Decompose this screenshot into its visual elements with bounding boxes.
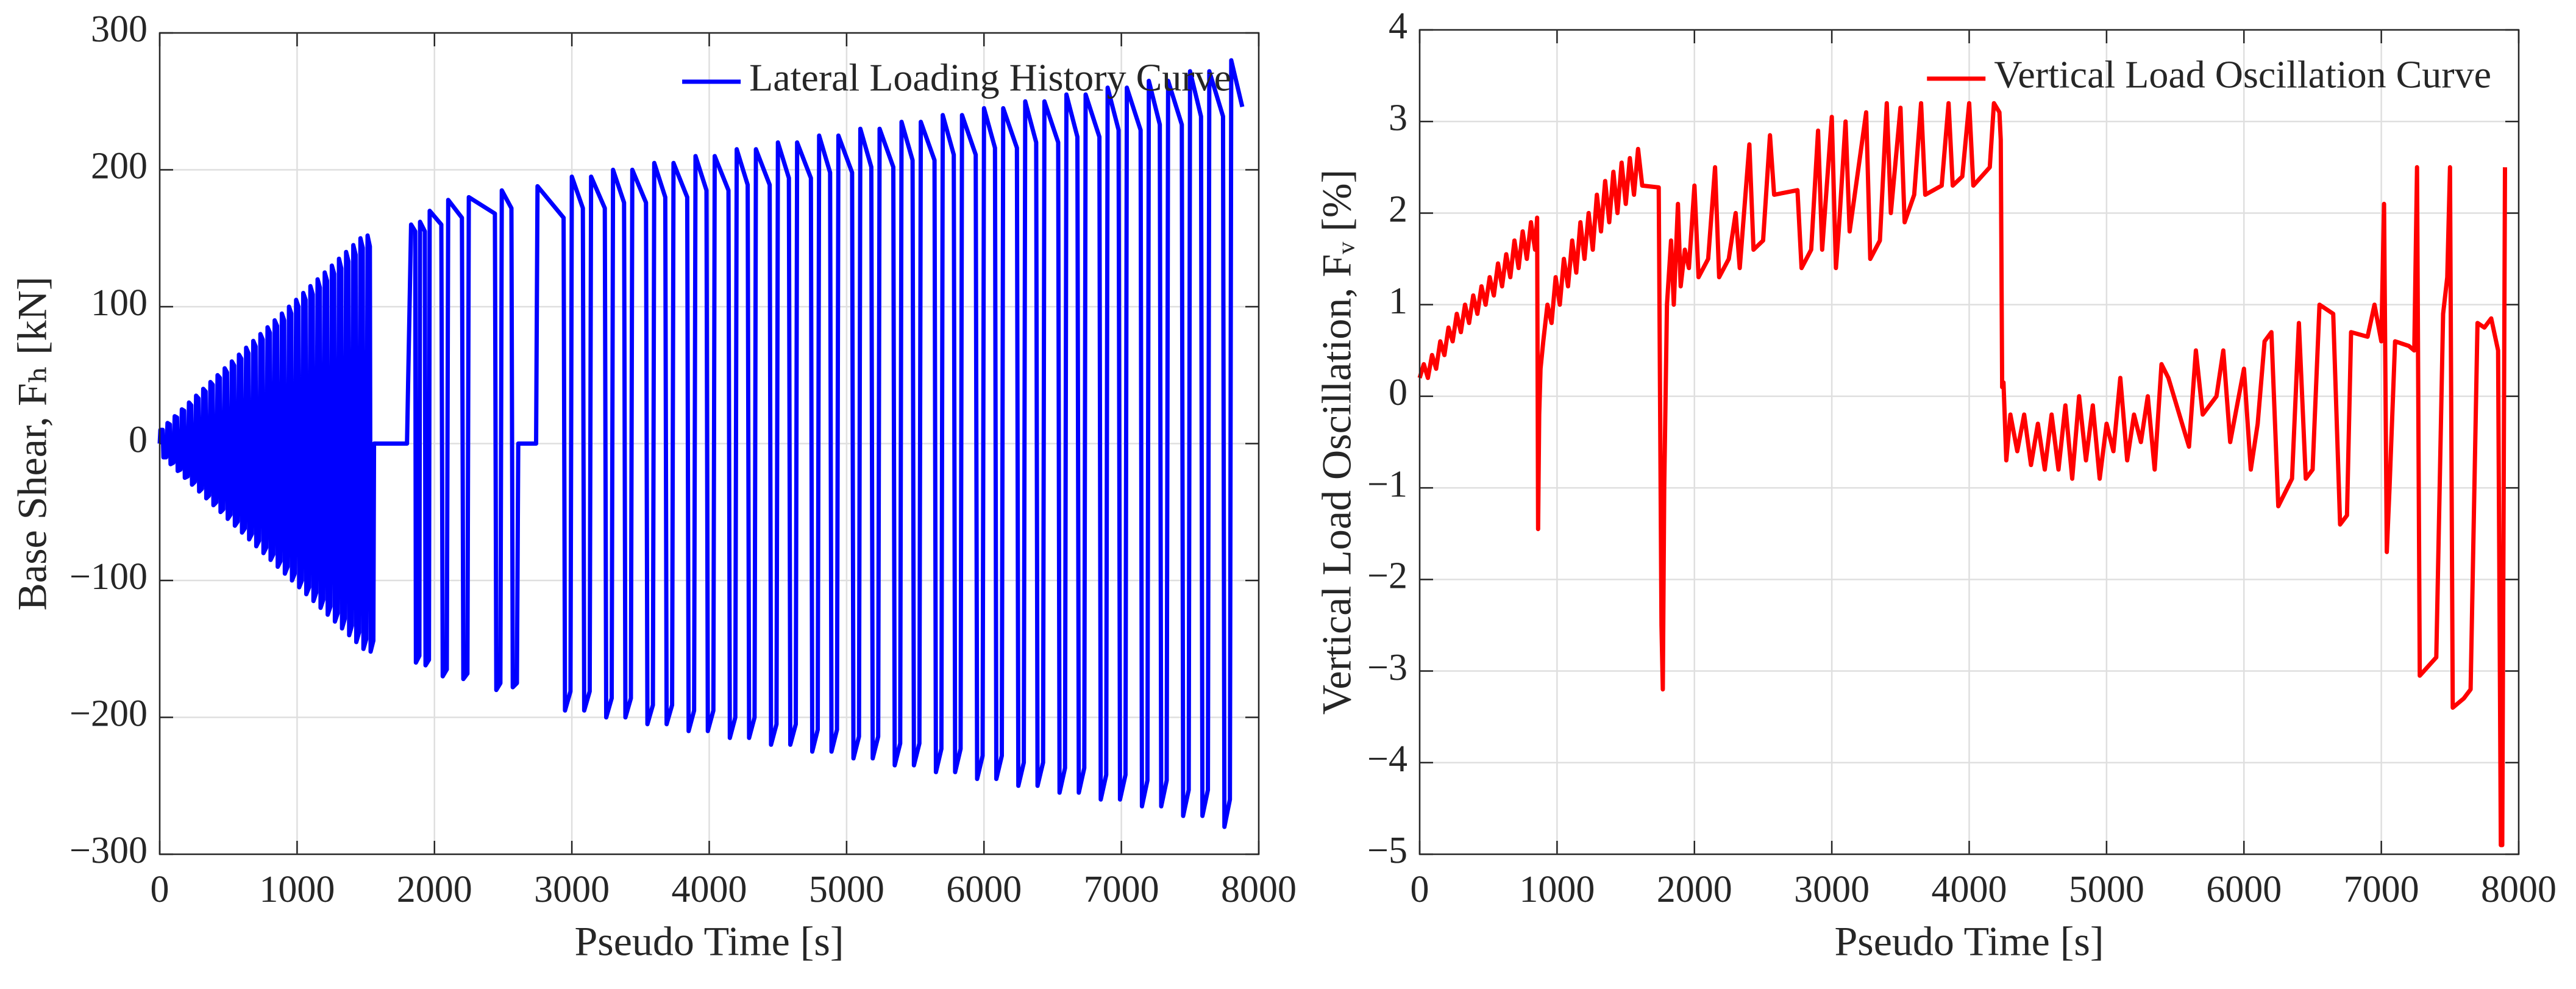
x-tick-label: 7000	[1084, 869, 1159, 910]
x-tick-label: 4000	[672, 869, 747, 910]
x-tick-label: 3000	[1794, 869, 1870, 910]
y-tick-label: 4	[1389, 5, 1407, 47]
y-axis-label: Base Shear, Fₕ [kN]	[9, 277, 55, 611]
x-tick-label: 6000	[946, 869, 1022, 910]
y-tick-label: 1	[1389, 280, 1407, 322]
y-tick-label: −4	[1367, 738, 1407, 780]
y-tick-label: −5	[1367, 830, 1407, 871]
y-tick-label: 200	[91, 146, 148, 187]
y-tick-label: −200	[69, 693, 148, 735]
x-tick-label: 8000	[2481, 869, 2556, 910]
x-tick-label: 2000	[397, 869, 472, 910]
x-axis-label: Pseudo Time [s]	[1834, 918, 2104, 965]
legend-label: Vertical Load Oscillation Curve	[1994, 53, 2491, 96]
x-tick-label: 8000	[1221, 869, 1297, 910]
y-tick-label: 3	[1389, 97, 1407, 138]
y-tick-label: −3	[1367, 647, 1407, 688]
y-tick-label: 300	[91, 9, 148, 50]
x-tick-label: 0	[151, 869, 169, 910]
subplot: 0 1000 2000 3000 4000 5000 6000 7000 8000 −5 −4 −3 −…	[1314, 5, 2556, 964]
x-tick-label: 7000	[2344, 869, 2419, 910]
data-line	[1417, 101, 2507, 848]
legend-label: Lateral Loading History Curve	[749, 56, 1231, 99]
x-tick-label: 0	[1411, 869, 1429, 910]
axes-frame	[158, 32, 1260, 855]
y-tick-label: −300	[69, 830, 148, 871]
x-tick-label: 6000	[2206, 869, 2282, 910]
data-line	[157, 58, 1245, 829]
x-tick-label: 5000	[2069, 869, 2144, 910]
x-tick-label: 1000	[259, 869, 335, 910]
y-tick-label: 0	[1389, 372, 1407, 413]
x-tick-label: 4000	[1932, 869, 2007, 910]
y-tick-label: −2	[1367, 555, 1407, 597]
y-axis-label: Vertical Load Oscillation, Fᵥ [%]	[1314, 170, 1360, 715]
x-tick-label: 2000	[1657, 869, 1732, 910]
y-tick-label: 100	[91, 282, 148, 324]
y-tick-label: 0	[129, 420, 148, 461]
subplot: 0 1000 2000 3000 4000 5000 6000 7000 8000−300−20…	[9, 9, 1297, 964]
x-axis-label: Pseudo Time [s]	[574, 918, 844, 965]
x-tick-label: 5000	[809, 869, 884, 910]
x-tick-label: 1000	[1519, 869, 1595, 910]
y-tick-label: −1	[1367, 463, 1407, 505]
x-tick-label: 3000	[534, 869, 610, 910]
axes-frame	[1418, 29, 2520, 855]
y-tick-label: −100	[69, 556, 148, 598]
y-tick-label: 2	[1389, 189, 1407, 230]
